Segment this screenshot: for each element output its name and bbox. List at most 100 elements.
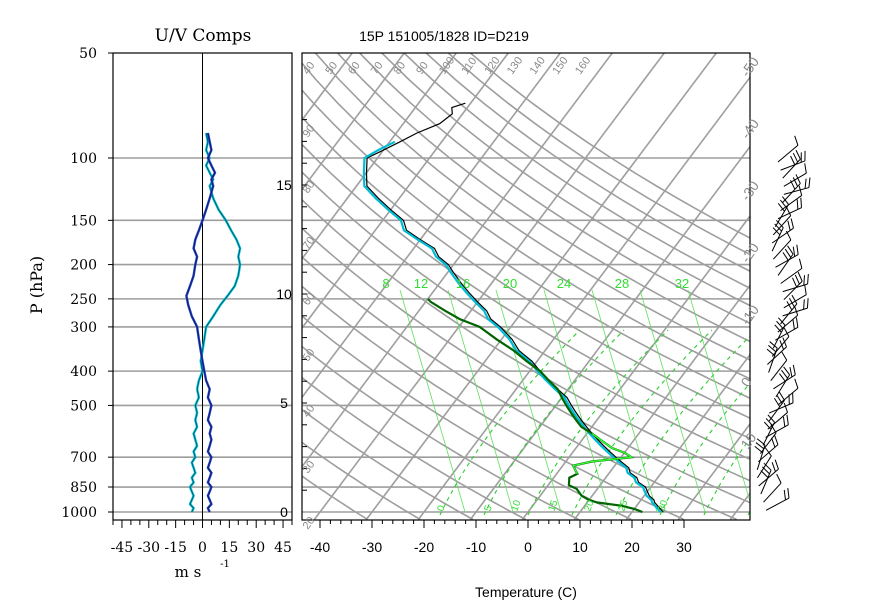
wind-barb-flag — [798, 258, 803, 269]
moist-adiabat-label: 0 — [435, 504, 447, 513]
mixing-ratio-line — [687, 289, 750, 504]
wind-barb-staff — [783, 172, 807, 187]
wind-barb-flag — [789, 367, 793, 378]
wind-barb-flag — [783, 489, 786, 500]
uv-x-axis-label-exponent: -1 — [220, 559, 230, 570]
wind-barb-staff — [775, 326, 799, 341]
wind-barb-flag — [795, 149, 801, 160]
wind-barb-flag — [786, 301, 793, 311]
mixing-ratio-label: 24 — [557, 276, 571, 291]
isotherm-label: 70 — [301, 235, 318, 252]
uv-x-tick-label: 45 — [274, 540, 292, 556]
wind-barb-staff — [767, 346, 787, 365]
pressure-tick-label: 700 — [70, 450, 97, 466]
dry-adiabat — [302, 441, 421, 520]
mixing-ratio-line — [591, 289, 658, 513]
wind-barb-staff — [772, 239, 792, 260]
wind-barb-staff — [773, 374, 796, 390]
pressure-tick-label: 150 — [70, 213, 97, 229]
isotherm-line — [782, 17, 887, 519]
wind-barb-flag — [807, 273, 809, 285]
wind-barb-staff — [783, 187, 810, 195]
uv-component-outline — [189, 132, 241, 513]
isotherm-line — [302, 53, 458, 261]
dry-adiabat — [302, 171, 750, 461]
wind-barb-flag — [787, 220, 791, 231]
wind-barb-flag — [765, 418, 774, 427]
moist-adiabat — [703, 437, 750, 516]
isotherm-label: 50 — [323, 60, 340, 77]
wind-barb-staff — [765, 424, 789, 438]
mixing-ratio-label: 8 — [382, 276, 389, 291]
isotherm-label: 30 — [301, 459, 318, 476]
isotherm-label: 70 — [369, 60, 386, 77]
wind-barb-flag — [784, 248, 792, 258]
moist-adiabat-label: 30 — [656, 498, 670, 513]
wind-barb-flag — [794, 135, 799, 146]
dry-adiabat — [302, 475, 368, 520]
temperature-tick-label: -10 — [466, 539, 486, 555]
isotherm-line — [625, 353, 750, 520]
wind-barb-flag — [782, 416, 786, 427]
isotherm-label: 80 — [391, 60, 408, 77]
wind-barb-staff — [768, 347, 778, 373]
wind-barb-flag — [796, 244, 799, 255]
pressure-tick-label: 500 — [70, 398, 97, 414]
wind-barb-flag — [771, 437, 776, 448]
wind-barb-staff — [762, 422, 776, 446]
wind-barb-flag — [774, 398, 781, 408]
wind-barb-staff — [765, 497, 790, 511]
isotherm-label: 60 — [301, 291, 318, 308]
skewt-panel-title: 15P 151005/1828 ID=D219 — [359, 28, 529, 44]
temperature-profile-cyan — [362, 140, 662, 513]
moist-adiabat — [439, 329, 581, 516]
skewt-panel-frame — [301, 52, 751, 521]
wind-barb-flag — [804, 178, 807, 189]
wind-barb-flag — [777, 317, 786, 326]
mixing-ratio-label: 32 — [675, 276, 689, 291]
wind-barb-staff — [758, 444, 779, 463]
moist-adiabat-label: 5 — [482, 504, 494, 513]
wind-barb-flag — [776, 473, 782, 484]
wind-barb-flag — [788, 297, 795, 308]
temperature-tick-label: 10 — [572, 539, 588, 555]
wind-barb-flag — [776, 219, 784, 228]
height-tick-label: 10 — [276, 286, 292, 302]
wind-barb-flag — [755, 442, 765, 450]
wind-barb-staff — [780, 303, 798, 325]
wind-barb-flag — [783, 327, 790, 337]
wind-barb-flag — [763, 462, 772, 471]
mixing-ratio-label: 16 — [456, 276, 470, 291]
isotherm-line — [521, 214, 750, 520]
wind-barb-flag — [787, 488, 790, 499]
temperature-profile — [365, 102, 664, 513]
dry-adiabat — [302, 255, 737, 520]
mixing-ratio-line — [639, 289, 706, 513]
wind-barb-staff — [780, 160, 806, 171]
mixing-ratio-line — [447, 289, 514, 513]
wind-barb-flag — [771, 462, 776, 472]
isotherm-line — [302, 53, 562, 399]
wind-barb-flag — [763, 421, 772, 430]
wind-barb-flag — [778, 391, 785, 401]
pressure-axis-label: P (hPa) — [27, 256, 46, 314]
pressure-tick-label: 250 — [70, 292, 97, 308]
wind-barb-flag — [777, 203, 785, 212]
wind-barb-flag — [756, 438, 766, 446]
wind-barb-flag — [774, 223, 782, 232]
dry-adiabat — [302, 116, 750, 420]
isotherm-label: -40 — [737, 116, 762, 142]
temperature-tick-label: -30 — [362, 539, 382, 555]
wind-barb-flag — [783, 366, 791, 376]
mixing-ratio-label: 28 — [615, 276, 629, 291]
dry-adiabat — [302, 89, 750, 400]
dry-adiabat — [314, 53, 750, 361]
wind-barb-flag — [774, 435, 779, 445]
wind-barb-flag — [779, 373, 786, 382]
wind-barb-staff — [780, 195, 802, 212]
pressure-tick-label: 100 — [70, 151, 97, 167]
uv-x-tick-label: 30 — [247, 540, 265, 556]
wind-barb-flag — [790, 218, 794, 229]
wind-barb-staff — [756, 455, 772, 479]
